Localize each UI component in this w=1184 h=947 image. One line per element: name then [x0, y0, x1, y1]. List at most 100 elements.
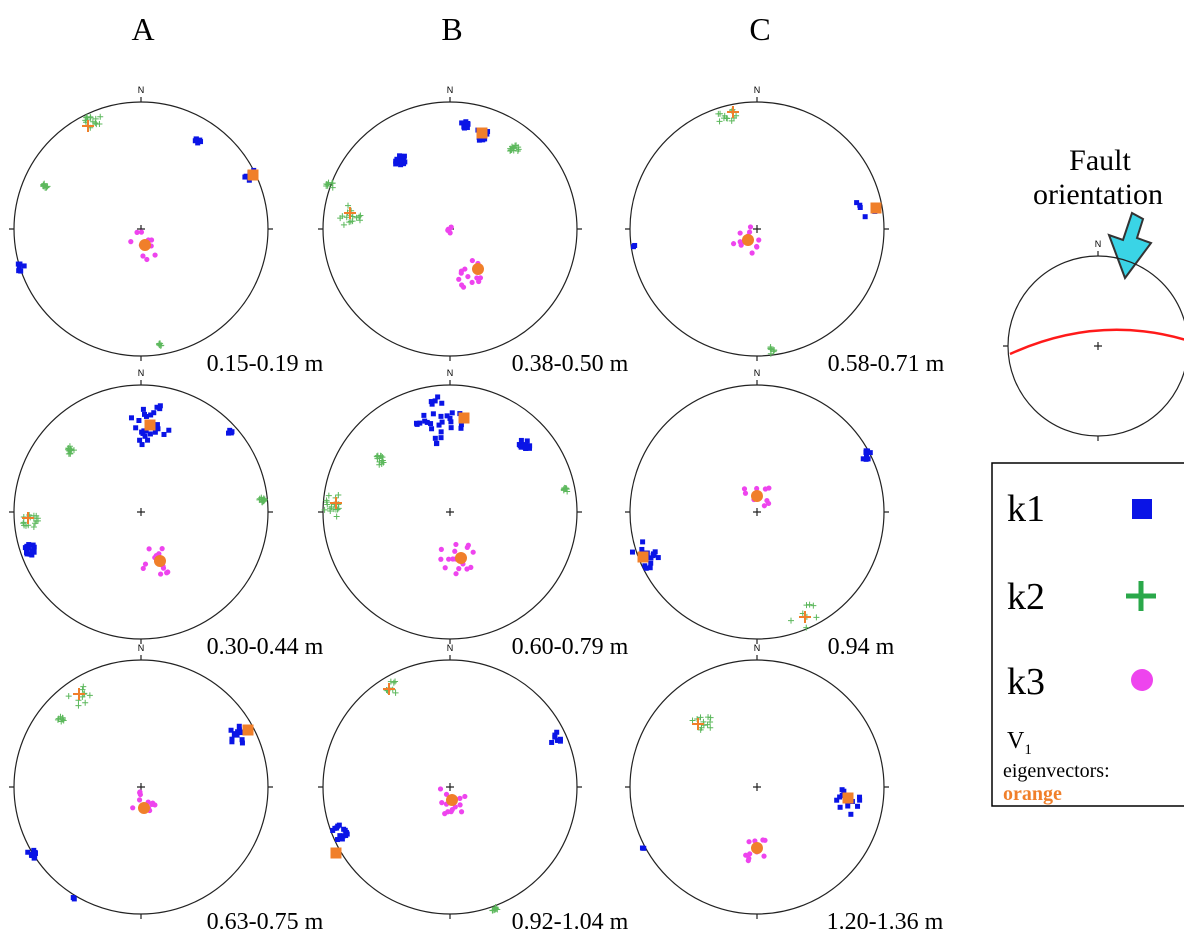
k3-point — [438, 546, 444, 552]
k1-point — [24, 551, 30, 557]
k1-point — [848, 811, 854, 817]
k1-point — [148, 412, 154, 418]
panel-depth-label: 1.20-1.36 m — [827, 909, 944, 935]
k1-point — [429, 426, 435, 432]
fault-title-line1: Fault — [1069, 144, 1131, 177]
k2-eigenvector — [330, 497, 342, 509]
k3-point — [738, 242, 744, 248]
k3-point — [743, 852, 749, 858]
north-label: N — [138, 643, 145, 653]
k2-point — [376, 455, 383, 462]
k1-point — [448, 425, 454, 431]
north-label: N — [447, 643, 454, 653]
k2-point — [387, 678, 394, 685]
k2-eigenvector — [799, 611, 811, 623]
k1-point — [448, 419, 454, 425]
north-label: N — [447, 85, 454, 95]
k2-point — [65, 693, 72, 700]
k1-point — [527, 443, 533, 449]
k3-point — [446, 556, 452, 562]
k1-point — [193, 136, 199, 142]
north-label: N — [754, 643, 761, 653]
stereonet-panel: N 0.38-0.50 m — [318, 85, 629, 377]
legend-k1-label: k1 — [1007, 488, 1045, 530]
k3-eigenvector — [154, 555, 166, 567]
k2-point — [813, 614, 820, 621]
k3-point — [152, 252, 158, 258]
k1-point — [439, 419, 445, 425]
k3-point — [464, 566, 470, 572]
k3-point — [749, 250, 755, 256]
k2-point — [75, 702, 82, 709]
panel-depth-label: 0.58-0.71 m — [828, 351, 945, 377]
k3-point — [150, 800, 156, 806]
k1-eigenvector — [330, 847, 342, 859]
panel-depth-label: 0.92-1.04 m — [512, 909, 629, 935]
k3-point — [453, 541, 459, 548]
k2-point — [40, 182, 47, 189]
k1-point — [143, 413, 149, 419]
k2-point — [67, 447, 74, 454]
k3-point — [764, 497, 770, 504]
north-label: N — [754, 85, 761, 95]
k1-point — [480, 137, 486, 143]
k1-point — [154, 404, 160, 410]
k2-point — [89, 118, 96, 125]
panel-depth-label: 0.94 m — [828, 634, 895, 660]
k1-point — [31, 855, 37, 861]
k1-point — [862, 214, 868, 220]
k3-point — [438, 556, 444, 562]
k3-point — [741, 486, 748, 492]
k1-point — [461, 124, 467, 130]
k1-point — [438, 413, 444, 419]
k1-point — [458, 425, 464, 431]
k1-point — [157, 406, 163, 412]
k1-point — [398, 162, 404, 168]
k1-point — [394, 156, 400, 162]
legend-k3-label: k3 — [1007, 661, 1045, 703]
north-label: N — [138, 85, 145, 95]
k1-eigenvector — [476, 127, 488, 139]
k3-point — [456, 566, 462, 572]
k1-point — [21, 263, 27, 269]
k2-point — [65, 450, 72, 457]
k2-point — [57, 713, 64, 720]
k3-point — [442, 565, 448, 571]
k1-point — [393, 161, 399, 167]
k1-point — [422, 418, 428, 424]
k3-point — [756, 237, 762, 243]
k2-point — [325, 492, 332, 499]
k1-point — [865, 456, 871, 462]
k1-eigenvector — [870, 202, 882, 214]
k3-point — [456, 276, 462, 282]
k1-point — [16, 265, 22, 271]
k1-point — [430, 411, 436, 417]
k3-point — [449, 807, 455, 813]
k2-point — [340, 221, 347, 228]
legend-markers — [1126, 499, 1156, 691]
k1-point — [432, 435, 438, 441]
k2-point — [58, 718, 65, 725]
k1-point — [854, 200, 860, 206]
k3-point — [458, 270, 464, 276]
k1-point — [133, 425, 139, 431]
k1-eigenvector — [247, 169, 259, 181]
stereonet-panel: N 0.60-0.79 m — [318, 368, 629, 660]
center-cross — [753, 225, 761, 233]
k2-point — [327, 507, 334, 514]
k2-point — [93, 121, 100, 128]
k2-eigenvector — [22, 512, 34, 524]
k1-point — [429, 401, 435, 407]
k1-point — [399, 158, 405, 164]
fault-title-line2: orientation — [1033, 178, 1163, 211]
stereonet-panels: N 0.15-0.19 m N 0.38-0.50 m N 0.58-0.71 m N 0.3… — [9, 85, 945, 935]
k1-point — [485, 129, 491, 135]
k2-point — [87, 113, 94, 120]
k2-point — [392, 689, 399, 696]
k3-legend-icon — [1131, 669, 1153, 691]
k2-point — [770, 348, 777, 355]
stereonet-panel: N 0.30-0.44 m — [9, 368, 324, 660]
k2-point — [489, 907, 496, 914]
k3-point — [469, 279, 475, 286]
k1-point — [643, 565, 649, 571]
